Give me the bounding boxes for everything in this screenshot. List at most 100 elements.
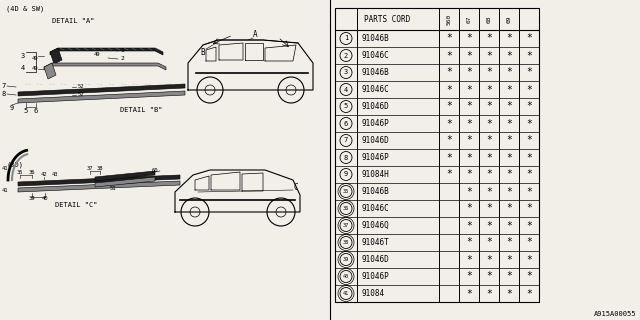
Text: 91046C: 91046C: [361, 85, 388, 94]
Text: A915A00055: A915A00055: [593, 311, 636, 317]
Text: *: *: [506, 34, 512, 44]
Text: *: *: [466, 101, 472, 111]
Text: *: *: [466, 237, 472, 247]
Text: 91046D: 91046D: [361, 136, 388, 145]
Text: 36: 36: [29, 171, 35, 175]
Text: 69: 69: [506, 15, 511, 23]
Text: 38: 38: [343, 240, 349, 245]
Text: *: *: [486, 187, 492, 196]
Text: *: *: [486, 118, 492, 129]
Text: *: *: [466, 170, 472, 180]
Text: 37: 37: [343, 223, 349, 228]
Text: 91046B: 91046B: [361, 187, 388, 196]
Text: *: *: [486, 289, 492, 299]
Text: *: *: [446, 170, 452, 180]
Text: 38: 38: [97, 166, 103, 172]
Polygon shape: [44, 63, 56, 79]
Text: *: *: [506, 118, 512, 129]
Text: *: *: [486, 271, 492, 282]
Text: 91046D: 91046D: [361, 102, 388, 111]
Text: 2: 2: [120, 55, 124, 60]
Polygon shape: [18, 91, 185, 103]
Text: B: B: [200, 48, 205, 57]
Text: *: *: [486, 51, 492, 60]
Polygon shape: [95, 177, 155, 187]
Text: *: *: [526, 135, 532, 146]
Text: 35: 35: [343, 189, 349, 194]
Text: *: *: [466, 271, 472, 282]
Text: *: *: [506, 237, 512, 247]
Text: *: *: [526, 153, 532, 163]
Text: 3: 3: [344, 69, 348, 76]
Text: 36: 36: [343, 206, 349, 211]
Text: *: *: [506, 68, 512, 77]
Text: 49: 49: [93, 52, 100, 57]
Text: 91084: 91084: [361, 289, 384, 298]
Text: *: *: [466, 254, 472, 265]
Text: 6: 6: [34, 108, 38, 114]
Text: *: *: [506, 254, 512, 265]
Text: *: *: [466, 187, 472, 196]
Text: *: *: [466, 68, 472, 77]
Text: 4: 4: [344, 86, 348, 92]
Text: *: *: [526, 101, 532, 111]
Text: *: *: [466, 135, 472, 146]
Text: 43: 43: [52, 172, 58, 178]
Text: 91046P: 91046P: [361, 272, 388, 281]
Text: 7: 7: [344, 138, 348, 143]
Text: *: *: [486, 34, 492, 44]
Text: *: *: [486, 68, 492, 77]
Text: 41: 41: [1, 165, 8, 171]
Text: 91046B: 91046B: [361, 68, 388, 77]
Text: 35: 35: [17, 171, 23, 175]
Text: *: *: [526, 68, 532, 77]
Text: 91046C: 91046C: [361, 51, 388, 60]
Text: *: *: [466, 34, 472, 44]
Text: 91046Q: 91046Q: [361, 221, 388, 230]
Text: 8: 8: [344, 155, 348, 161]
Text: *: *: [506, 220, 512, 230]
Text: 3: 3: [20, 53, 25, 59]
Text: *: *: [526, 51, 532, 60]
Text: *: *: [526, 220, 532, 230]
Text: 1: 1: [120, 47, 124, 52]
Text: 41: 41: [343, 291, 349, 296]
Text: 60: 60: [152, 169, 159, 173]
Text: C: C: [293, 183, 298, 192]
Text: 39: 39: [29, 196, 35, 201]
Text: *: *: [526, 118, 532, 129]
Text: *: *: [506, 153, 512, 163]
Text: *: *: [486, 204, 492, 213]
Text: 41: 41: [1, 188, 8, 193]
Text: *: *: [506, 187, 512, 196]
Text: *: *: [506, 51, 512, 60]
Text: 91046D: 91046D: [361, 255, 388, 264]
Text: 52: 52: [78, 92, 84, 97]
Text: 91084H: 91084H: [361, 170, 388, 179]
Text: *: *: [486, 135, 492, 146]
Polygon shape: [18, 175, 180, 186]
Text: *: *: [486, 254, 492, 265]
Text: 4: 4: [20, 65, 25, 71]
Bar: [335, 8, 539, 302]
Text: *: *: [526, 254, 532, 265]
Text: PARTS CORD: PARTS CORD: [364, 14, 410, 23]
Text: 91046B: 91046B: [361, 34, 388, 43]
Text: *: *: [506, 271, 512, 282]
Text: *: *: [506, 204, 512, 213]
Text: *: *: [446, 34, 452, 44]
Text: *: *: [526, 289, 532, 299]
Text: 9: 9: [10, 105, 14, 111]
Text: *: *: [526, 34, 532, 44]
Text: DETAIL "A": DETAIL "A": [52, 18, 95, 24]
Text: *: *: [466, 289, 472, 299]
Text: *: *: [486, 153, 492, 163]
Text: *: *: [526, 204, 532, 213]
Text: *: *: [466, 220, 472, 230]
Text: 2: 2: [344, 52, 348, 59]
Text: *: *: [446, 118, 452, 129]
Text: 8: 8: [2, 91, 6, 97]
Text: *: *: [506, 84, 512, 94]
Text: 40: 40: [343, 274, 349, 279]
Text: *: *: [506, 101, 512, 111]
